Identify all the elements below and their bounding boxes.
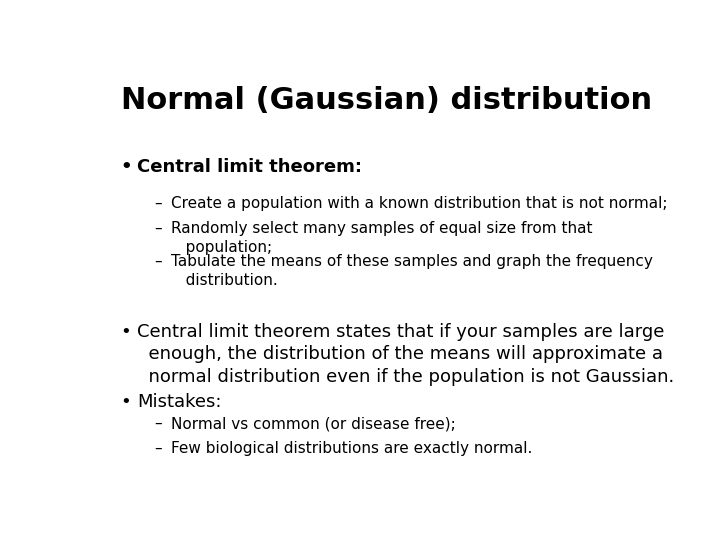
Text: Central limit theorem:: Central limit theorem:	[138, 158, 362, 177]
Text: Create a population with a known distribution that is not normal;: Create a population with a known distrib…	[171, 196, 667, 211]
Text: –: –	[154, 196, 162, 211]
Text: Normal vs common (or disease free);: Normal vs common (or disease free);	[171, 416, 456, 431]
Text: –: –	[154, 441, 162, 456]
Text: Tabulate the means of these samples and graph the frequency
   distribution.: Tabulate the means of these samples and …	[171, 254, 653, 288]
Text: Normal (Gaussian) distribution: Normal (Gaussian) distribution	[121, 85, 652, 114]
Text: •: •	[121, 158, 132, 177]
Text: Few biological distributions are exactly normal.: Few biological distributions are exactly…	[171, 441, 532, 456]
Text: •: •	[121, 393, 132, 411]
Text: Randomly select many samples of equal size from that
   population;: Randomly select many samples of equal si…	[171, 221, 593, 255]
Text: •: •	[121, 322, 132, 341]
Text: Central limit theorem states that if your samples are large
  enough, the distri: Central limit theorem states that if you…	[138, 322, 675, 387]
Text: Mistakes:: Mistakes:	[138, 393, 222, 411]
Text: –: –	[154, 254, 162, 269]
Text: –: –	[154, 221, 162, 236]
Text: –: –	[154, 416, 162, 431]
